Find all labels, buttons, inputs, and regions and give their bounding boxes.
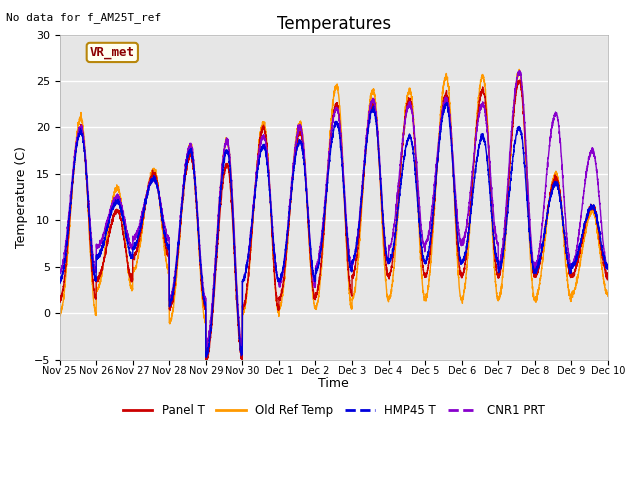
Panel T [426,250,434,256]
Title: Temperatures: Temperatures [276,15,391,33]
HMP45 T [56,276,63,281]
HMP45 T [154,188,162,193]
CNR1 PRT [314,264,321,269]
X-axis label: Time: Time [318,377,349,390]
CNR1 PRT [604,265,611,271]
HMP45 T [203,354,211,360]
Panel T [516,77,524,83]
HMP45 T [604,264,612,270]
Old Ref Temp [314,301,321,307]
CNR1 PRT [426,218,434,224]
Old Ref Temp [56,311,63,317]
Old Ref Temp [154,183,162,189]
HMP45 T [426,239,434,245]
Old Ref Temp [515,67,523,72]
Panel T [488,203,495,208]
CNR1 PRT [56,268,63,274]
Text: No data for f_AM25T_ref: No data for f_AM25T_ref [6,12,162,23]
CNR1 PRT [488,184,495,190]
CNR1 PRT [516,68,524,74]
Old Ref Temp [488,212,495,218]
Legend: Panel T, Old Ref Temp, HMP45 T, CNR1 PRT: Panel T, Old Ref Temp, HMP45 T, CNR1 PRT [118,400,549,422]
Line: Panel T: Panel T [60,80,608,361]
Old Ref Temp [457,293,465,299]
Panel T [457,271,465,276]
Old Ref Temp [604,290,611,296]
Panel T [604,270,611,276]
HMP45 T [488,211,495,216]
Y-axis label: Temperature (C): Temperature (C) [15,146,28,248]
Old Ref Temp [604,293,612,299]
Old Ref Temp [426,264,434,270]
CNR1 PRT [154,187,162,193]
HMP45 T [443,100,451,106]
Panel T [154,187,162,192]
Line: Old Ref Temp: Old Ref Temp [60,70,608,353]
Panel T [56,294,63,300]
Line: CNR1 PRT: CNR1 PRT [60,71,608,348]
Panel T [238,359,246,364]
Panel T [604,274,612,280]
Text: VR_met: VR_met [90,46,135,59]
CNR1 PRT [457,240,465,246]
HMP45 T [604,263,611,269]
HMP45 T [457,258,465,264]
CNR1 PRT [238,345,246,350]
Panel T [314,288,321,294]
HMP45 T [314,266,321,272]
Old Ref Temp [202,350,210,356]
CNR1 PRT [604,264,612,270]
Line: HMP45 T: HMP45 T [60,103,608,357]
